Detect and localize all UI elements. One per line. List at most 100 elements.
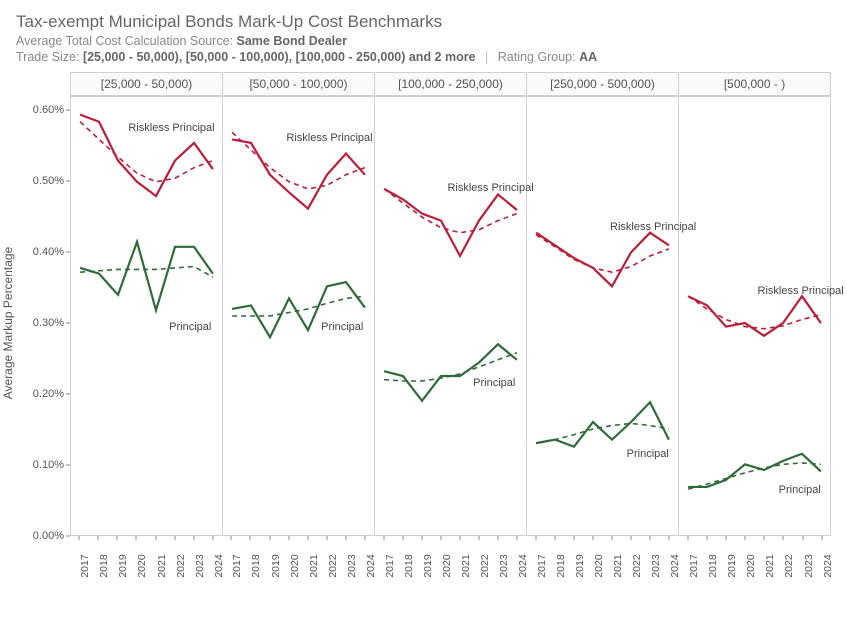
xtick-label: 2020 <box>289 554 301 577</box>
xtick-mark <box>764 536 765 540</box>
xtick-label: 2020 <box>441 554 453 577</box>
xtick-mark <box>593 536 594 540</box>
xtick-label: 2024 <box>822 554 834 577</box>
xtick-label: 2022 <box>175 554 187 577</box>
xtick-mark <box>745 536 746 540</box>
xtick-mark <box>707 536 708 540</box>
panel-svg <box>223 97 374 535</box>
series-label: Riskless Principal <box>758 285 844 297</box>
xtick-mark <box>783 536 784 540</box>
xtick-label: 2023 <box>346 554 358 577</box>
rating-prefix: Rating Group: <box>498 50 579 64</box>
panel-title: [25,000 - 50,000) <box>70 72 223 96</box>
xtick-label: 2021 <box>308 554 320 577</box>
panel-xaxis: 20172018201920202021202220232024 <box>70 536 222 580</box>
series-line <box>536 233 669 287</box>
xtick-mark <box>365 536 366 540</box>
source-prefix: Average Total Cost Calculation Source: <box>16 34 237 48</box>
xtick-mark <box>345 536 346 540</box>
xtick-label: 2018 <box>555 554 567 577</box>
tradesize-value: [25,000 - 50,000), [50,000 - 100,000), [… <box>83 50 476 64</box>
tradesize-prefix: Trade Size: <box>16 50 83 64</box>
panel: Riskless PrincipalPrincipal <box>679 97 831 535</box>
xtick-mark <box>650 536 651 540</box>
xtick-label: 2018 <box>403 554 415 577</box>
panel-xaxis: 20172018201920202021202220232024 <box>222 536 374 580</box>
xtick-mark <box>535 536 536 540</box>
separator: | <box>485 50 488 64</box>
xtick-mark <box>288 536 289 540</box>
ytick-label: 0.50% <box>33 175 64 187</box>
xtick-mark <box>174 536 175 540</box>
xtick-label: 2023 <box>803 554 815 577</box>
xtick-label: 2022 <box>327 554 339 577</box>
series-label: Principal <box>169 321 211 333</box>
xtick-label: 2021 <box>612 554 624 577</box>
xtick-label: 2019 <box>270 554 282 577</box>
panel-title: [100,000 - 250,000) <box>375 72 527 96</box>
xtick-label: 2021 <box>764 554 776 577</box>
xtick-mark <box>573 536 574 540</box>
series-label: Riskless Principal <box>286 132 372 144</box>
xtick-mark <box>498 536 499 540</box>
series-line <box>688 454 821 487</box>
xtick-label: 2018 <box>98 554 110 577</box>
xtick-label: 2017 <box>79 554 91 577</box>
xtick-mark <box>383 536 384 540</box>
panels: Riskless Principal Principal Riskless Prin… <box>70 96 831 536</box>
series-label: Principal <box>473 377 515 389</box>
xtick-mark <box>402 536 403 540</box>
xtick-mark <box>79 536 80 540</box>
xtick-label: 2022 <box>631 554 643 577</box>
xtick-mark <box>250 536 251 540</box>
series-line <box>80 242 213 310</box>
ytick-label: 0.60% <box>33 104 64 116</box>
plot-row: Average Markup Percentage 0.00%0.10%0.20… <box>16 96 831 536</box>
xtick-label: 2019 <box>422 554 434 577</box>
xtick-mark <box>307 536 308 540</box>
series-line <box>536 402 669 446</box>
xtick-mark <box>821 536 822 540</box>
series-line <box>232 139 365 208</box>
xtick-mark <box>421 536 422 540</box>
ytick-label: 0.10% <box>33 459 64 471</box>
xtick-mark <box>479 536 480 540</box>
panel-title: [500,000 - ) <box>679 72 831 96</box>
xtick-mark <box>687 536 688 540</box>
xtick-label: 2017 <box>536 554 548 577</box>
xtick-label: 2021 <box>460 554 472 577</box>
xtick-label: 2021 <box>156 554 168 577</box>
xaxis-row: 2017 2018 2019 2020 2021 2022 2023 2024 2017 2018… <box>70 536 831 580</box>
series-label: Riskless Principal <box>128 122 214 134</box>
ytick-label: 0.00% <box>33 530 64 542</box>
panel-svg <box>71 97 222 535</box>
panel-svg <box>679 97 830 535</box>
xtick-label: 2019 <box>117 554 129 577</box>
xtick-label: 2018 <box>250 554 262 577</box>
xtick-label: 2022 <box>783 554 795 577</box>
panel-xaxis: 20172018201920202021202220232024 <box>527 536 679 580</box>
xtick-label: 2017 <box>384 554 396 577</box>
series-label: Principal <box>779 484 821 496</box>
xtick-label: 2020 <box>593 554 605 577</box>
panel-title: [50,000 - 100,000) <box>223 72 375 96</box>
xtick-label: 2023 <box>194 554 206 577</box>
xtick-mark <box>440 536 441 540</box>
xtick-label: 2022 <box>479 554 491 577</box>
series-line <box>384 344 517 401</box>
xtick-mark <box>155 536 156 540</box>
series-line <box>688 296 821 336</box>
panel: Riskless PrincipalPrincipal <box>527 97 679 535</box>
subtitle-source: Average Total Cost Calculation Source: S… <box>16 34 831 48</box>
xtick-mark <box>98 536 99 540</box>
chart-area: [25,000 - 50,000)[50,000 - 100,000)[100,… <box>16 72 831 580</box>
xtick-label: 2019 <box>574 554 586 577</box>
xtick-label: 2023 <box>650 554 662 577</box>
xtick-label: 2023 <box>498 554 510 577</box>
source-value: Same Bond Dealer <box>237 34 347 48</box>
page-title: Tax-exempt Municipal Bonds Mark-Up Cost … <box>16 12 831 32</box>
xtick-mark <box>726 536 727 540</box>
xtick-mark <box>802 536 803 540</box>
panel: Riskless Principal Principal <box>70 97 223 535</box>
subtitle-filters: Trade Size: [25,000 - 50,000), [50,000 -… <box>16 50 831 64</box>
